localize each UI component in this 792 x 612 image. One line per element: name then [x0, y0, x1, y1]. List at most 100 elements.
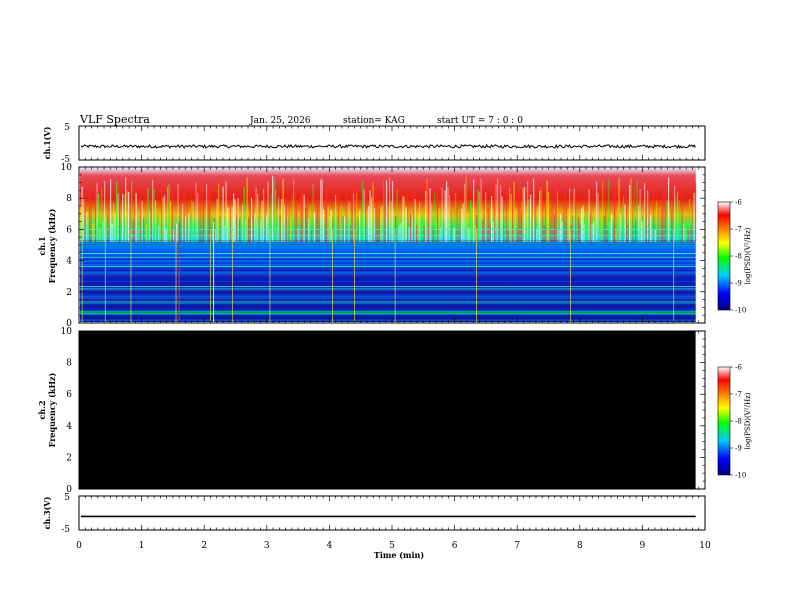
spectral-streak	[692, 210, 694, 242]
colorbar-tick-label: -10	[735, 472, 746, 480]
spectral-streak	[623, 195, 625, 242]
spectral-streak	[495, 184, 497, 242]
spectral-streak	[128, 191, 130, 242]
spectral-streak	[437, 180, 439, 242]
spectral-streak	[348, 201, 350, 242]
spectral-streak	[110, 179, 112, 242]
spectral-streak	[339, 207, 341, 242]
ch1-ytick-bottom: -5	[61, 155, 70, 165]
spectral-streak	[389, 177, 391, 242]
band-line	[80, 310, 696, 312]
spectral-streak	[216, 198, 218, 242]
spectral-streak	[399, 223, 401, 242]
spectral-streak	[639, 189, 641, 242]
spectral-streak	[422, 215, 424, 242]
x-tick-label: 9	[640, 541, 646, 551]
spectral-streak	[135, 193, 137, 242]
spectral-streak	[485, 192, 487, 242]
spectral-streak	[531, 183, 533, 242]
spectral-streak	[233, 193, 235, 242]
spectral-streak	[593, 222, 595, 242]
spectral-streak	[645, 177, 647, 242]
spectral-streak	[402, 196, 404, 242]
spectral-streak	[636, 179, 638, 242]
ch2-spec-ylabel2: Frequency (kHz)	[47, 372, 57, 447]
x-tick-label: 4	[327, 541, 333, 551]
spectral-streak	[140, 197, 142, 242]
spectral-streak	[491, 195, 493, 242]
spectral-streak	[366, 209, 368, 242]
spectral-streak	[500, 185, 502, 242]
spectral-streak	[224, 225, 226, 242]
band-line	[80, 238, 696, 240]
spectral-streak	[206, 184, 208, 242]
spectral-streak	[195, 182, 197, 242]
spectral-streak	[482, 220, 484, 242]
spectral-streak	[377, 209, 379, 242]
spectral-streak	[297, 227, 299, 242]
spectral-streak	[177, 184, 179, 242]
spectral-streak	[146, 223, 148, 242]
spectral-streak	[588, 189, 590, 242]
spectral-streak	[581, 208, 583, 242]
spectral-streak	[662, 190, 664, 242]
spectral-streak	[294, 194, 296, 242]
spectral-streak	[383, 179, 385, 242]
spectral-streak	[633, 187, 635, 242]
spectral-streak	[225, 181, 227, 242]
spectral-streak	[567, 209, 569, 242]
band-line	[80, 315, 696, 318]
spectral-streak	[570, 225, 572, 242]
spectral-streak	[387, 211, 389, 242]
spectral-streak	[329, 215, 331, 242]
spectral-streak	[561, 222, 563, 242]
spectral-streak	[521, 211, 523, 242]
x-tick-label: 7	[514, 541, 520, 551]
spectral-streak	[630, 178, 632, 242]
spectral-streak	[92, 223, 94, 242]
spectral-streak	[455, 193, 457, 242]
spectral-streak	[200, 181, 202, 242]
spectral-streak	[207, 190, 209, 242]
spectral-streak	[335, 195, 337, 242]
spectral-streak	[674, 185, 676, 242]
band-line	[80, 312, 696, 314]
spectral-streak	[174, 227, 176, 242]
spectral-streak	[479, 191, 481, 242]
spectral-streak	[324, 198, 326, 242]
band-line	[80, 249, 696, 251]
spectral-streak	[168, 184, 170, 242]
spectral-streak	[302, 190, 304, 242]
spectral-streak	[525, 206, 527, 242]
spectral-streak	[80, 205, 82, 242]
spectral-streak	[413, 192, 415, 242]
spectral-streak	[452, 227, 454, 242]
spectral-streak	[270, 194, 272, 242]
spectral-streak	[594, 206, 596, 242]
spectral-streak	[453, 227, 455, 242]
y-tick-label: 6	[66, 225, 72, 235]
spectral-streak	[569, 188, 571, 242]
spectral-streak	[398, 226, 400, 242]
spectral-streak	[563, 204, 565, 242]
spectral-streak	[231, 206, 233, 242]
spectral-streak	[84, 203, 86, 242]
spectral-streak	[188, 213, 190, 242]
spectral-streak	[534, 188, 536, 242]
spectral-streak	[182, 203, 184, 242]
band-line	[80, 273, 696, 275]
ch2-colorbar-label: log(PSD)(V²/Hz)	[744, 392, 752, 449]
spectral-streak	[279, 214, 281, 242]
spectral-streak	[318, 199, 320, 242]
spectral-streak	[449, 195, 451, 242]
spectral-streak	[141, 201, 143, 242]
band-line	[80, 306, 696, 308]
spectral-streak	[293, 178, 295, 242]
band-line	[80, 284, 696, 286]
spectral-streak	[122, 194, 124, 242]
spectral-streak	[621, 205, 623, 242]
spectral-streak	[152, 179, 154, 242]
spectral-streak	[362, 181, 364, 242]
y-tick-label: 4	[66, 257, 72, 267]
